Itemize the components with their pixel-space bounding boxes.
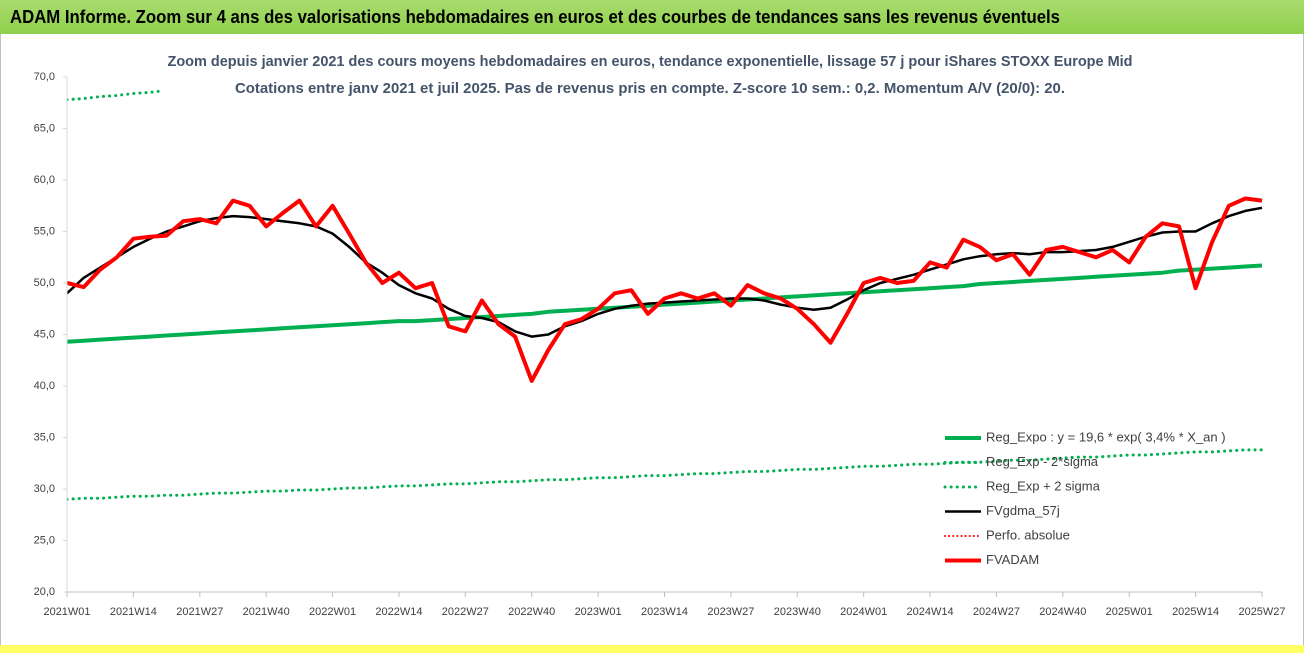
legend-label: Reg_Exp + 2 sigma	[986, 478, 1101, 493]
y-tick-label: 45,0	[34, 328, 55, 340]
legend: Reg_Expo : y = 19,6 * exp( 3,4% * X_an )…	[943, 429, 1226, 567]
bottom-strip	[0, 645, 1304, 653]
x-tick-label: 2024W01	[840, 606, 887, 618]
series-line	[67, 196, 1263, 383]
legend-label: Perfo. absolue	[986, 527, 1070, 542]
y-tick-label: 20,0	[34, 586, 55, 598]
title-background	[160, 44, 1135, 102]
x-tick-label: 2025W01	[1106, 606, 1153, 618]
chart-title: Zoom depuis janvier 2021 des cours moyen…	[168, 53, 1133, 70]
legend-label: Reg_Exp - 2*sigma	[986, 454, 1099, 469]
x-tick-label: 2022W40	[508, 606, 555, 618]
series-line	[67, 206, 1263, 338]
x-tick-label: 2022W14	[375, 606, 422, 618]
chart-subtitle: Cotations entre janv 2021 et juil 2025. …	[235, 80, 1065, 97]
y-tick-label: 40,0	[34, 380, 55, 392]
series-line	[67, 448, 1264, 501]
y-tick-label: 30,0	[34, 483, 55, 495]
x-tick-label: 2025W27	[1238, 606, 1285, 618]
x-tick-label: 2023W27	[707, 606, 754, 618]
legend-label: FVADAM	[986, 552, 1039, 567]
x-tick-label: 2022W27	[442, 606, 489, 618]
x-tick-label: 2023W14	[641, 606, 688, 618]
y-tick-label: 65,0	[34, 122, 55, 134]
x-tick-label: 2023W40	[774, 606, 821, 618]
y-tick-label: 35,0	[34, 431, 55, 443]
y-tick-label: 50,0	[34, 277, 55, 289]
x-tick-label: 2024W14	[907, 606, 954, 618]
y-tick-label: 70,0	[34, 71, 55, 83]
header-banner	[0, 0, 1304, 34]
header-title: ADAM Informe. Zoom sur 4 ans des valoris…	[10, 7, 1060, 27]
x-tick-label: 2021W40	[243, 606, 290, 618]
axes: 20,0 25,0 30,0 35,0 40,0 45,0 50,0 55,0 60,0 65,0…	[34, 71, 1286, 618]
x-tick-label: 2022W01	[309, 606, 356, 618]
x-tick-label: 2021W01	[43, 606, 90, 618]
x-tick-label: 2021W27	[176, 606, 223, 618]
x-tick-label: 2024W40	[1039, 606, 1086, 618]
x-tick-label: 2023W01	[575, 606, 622, 618]
series-line	[67, 263, 1263, 344]
x-tick-label: 2024W27	[973, 606, 1020, 618]
y-tick-label: 55,0	[34, 225, 55, 237]
x-tick-label: 2021W14	[110, 606, 157, 618]
legend-label: Reg_Expo : y = 19,6 * exp( 3,4% * X_an )	[986, 429, 1226, 444]
legend-label: FVgdma_57j	[986, 503, 1060, 518]
y-tick-label: 60,0	[34, 174, 55, 186]
y-tick-label: 25,0	[34, 534, 55, 546]
x-tick-label: 2025W14	[1172, 606, 1219, 618]
